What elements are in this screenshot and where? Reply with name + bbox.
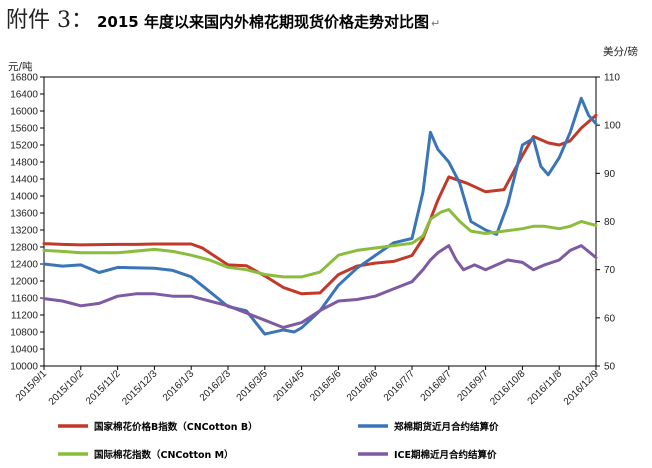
chart-title: 2015 年度以来国内外棉花期现货价格走势对比图 <box>97 13 429 31</box>
series-line-2 <box>42 96 598 336</box>
y-left-tick-label: 15200 <box>10 141 38 152</box>
plot-frame <box>43 76 597 367</box>
x-tick-label: 2016/5/6 <box>308 368 344 404</box>
x-tick-label: 2016/10/8 <box>488 368 528 408</box>
y-left-tick-label: 13600 <box>10 209 38 220</box>
y-left-tick-label: 14000 <box>10 192 38 203</box>
x-tick-label: 2015/12/3 <box>120 368 160 408</box>
series-line-3 <box>42 208 598 279</box>
y-left-tick-label: 14800 <box>10 158 38 169</box>
legend-label-4: ICE期棉近月合约结算价 <box>394 449 497 461</box>
x-tick-label: 2016/6/6 <box>345 368 381 404</box>
x-tick-label: 2016/2/3 <box>198 368 234 404</box>
return-mark-icon: ↵ <box>430 17 441 30</box>
legend-label-3: 国际棉花指数（CNCotton M） <box>94 449 234 461</box>
x-tick-label: 2016/4/5 <box>271 368 307 404</box>
y-left-tick-label: 10400 <box>10 345 38 356</box>
y-right-tick-label: 80 <box>604 217 616 228</box>
y-right-tick-label: 60 <box>604 313 616 324</box>
y-left-tick-label: 15600 <box>10 124 38 135</box>
x-tick-label: 2016/8/7 <box>419 368 455 404</box>
legend-label-1: 国家棉花价格B指数（CNCotton B） <box>94 421 258 433</box>
y-left-tick-label: 10000 <box>10 362 38 373</box>
x-tick-label: 2015/9/1 <box>14 368 50 404</box>
y-left-tick-label: 12800 <box>10 243 38 254</box>
y-left-tick-label: 12000 <box>10 277 38 288</box>
y-left-tick-label: 14400 <box>10 175 38 186</box>
y-right-tick-label: 50 <box>604 362 616 373</box>
y-right-tick-label: 90 <box>604 169 616 180</box>
attachment-label: 附件 3： <box>6 8 93 33</box>
y-left-tick-label: 16000 <box>10 107 38 118</box>
page-header: 附件 3： 2015 年度以来国内外棉花期现货价格走势对比图 ↵ <box>6 2 441 33</box>
y-left-tick-label: 13200 <box>10 226 38 237</box>
y-right-unit: 美分/磅 <box>603 45 638 58</box>
legend-label-2: 郑棉期货近月合约结算价 <box>394 421 499 433</box>
y-left-unit: 元/吨 <box>8 60 33 73</box>
y-left-tick-label: 10800 <box>10 328 38 339</box>
x-tick-label: 2016/9/7 <box>455 368 491 404</box>
y-left-tick-label: 12400 <box>10 260 38 271</box>
y-right-tick-label: 100 <box>604 121 621 132</box>
x-tick-label: 2015/11/2 <box>84 368 123 407</box>
y-left-tick-label: 11600 <box>11 294 39 305</box>
y-right-tick-label: 70 <box>604 265 616 276</box>
x-tick-label: 2015/10/2 <box>47 368 87 408</box>
x-tick-label: 2016/11/8 <box>526 368 565 407</box>
x-tick-label: 2016/1/3 <box>161 368 197 404</box>
x-tick-label: 2016/3/5 <box>235 368 271 404</box>
y-left-tick-label: 11200 <box>11 311 39 322</box>
y-left-tick-label: 16800 <box>10 73 38 84</box>
x-tick-label: 2016/12/9 <box>562 368 602 408</box>
series-line-4 <box>42 244 598 329</box>
y-right-tick-label: 110 <box>604 73 620 84</box>
x-tick-label: 2016/7/7 <box>382 368 418 404</box>
y-left-tick-label: 16400 <box>10 90 38 101</box>
